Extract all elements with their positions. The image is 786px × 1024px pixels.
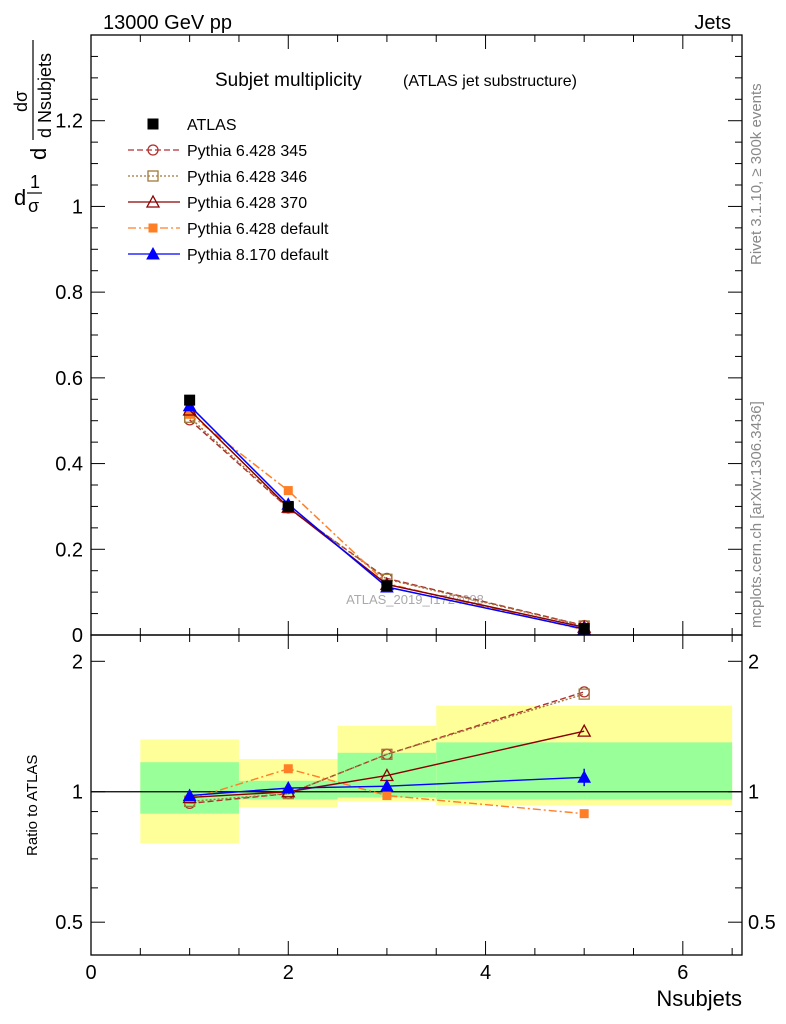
ratio-line-p346	[189, 693, 585, 803]
ratio-point-p8def-3	[577, 770, 592, 783]
main-line-p6def	[189, 413, 585, 631]
chart-title: Subjet multiplicity (ATLAS jet substruct…	[215, 70, 577, 91]
legend-label-p370: Pythia 6.428 370	[187, 195, 307, 212]
ratio-frame	[90, 634, 743, 956]
axes: 0 0.2 0.4 0.6 0.8 1 1.2 0 2 4 6 0.5 0.5 1 1 2 2	[55, 34, 776, 984]
ratio-ytick-label-left: 1	[72, 782, 83, 804]
ratio-series	[182, 686, 592, 819]
main-ylabel: d 1 σ d dσ d Nsubjets	[11, 40, 55, 216]
main-ytick-label: 0.6	[55, 368, 83, 390]
main-ytick-label: 1.2	[55, 111, 83, 133]
category-label: Jets	[694, 12, 731, 34]
ratio-point-p8def-2	[380, 779, 394, 792]
ratio-point-p370-3	[577, 723, 592, 737]
main-ytick-label: 0.8	[55, 282, 83, 304]
ratio-point-p6def-3	[579, 809, 589, 819]
legend-marker-p8def	[146, 246, 160, 260]
ratio-ytick-label-right: 2	[748, 651, 759, 673]
ratio-point-p8def-0	[182, 788, 197, 802]
ratio-line-p6def	[189, 768, 585, 815]
analysis-watermark: ATLAS_2019_I1724098	[346, 592, 484, 607]
ratio-line-p345	[189, 691, 585, 805]
band-inner-0	[140, 762, 239, 814]
main-ytick-label: 1	[72, 196, 83, 218]
ratio-ylabel: Ratio to ATLAS	[24, 755, 41, 856]
ylabel-frac-den: σ	[28, 196, 39, 216]
title-main: Subjet multiplicity	[215, 70, 362, 91]
legend-label-p346: Pythia 6.428 346	[187, 169, 307, 186]
legend-label-atlas: ATLAS	[187, 117, 237, 134]
ratio-ytick-label-right: 1	[748, 782, 759, 804]
ylabel-dsig: dσ	[11, 91, 31, 112]
main-line-p8def	[189, 405, 585, 630]
main-point-atlas-0	[184, 394, 196, 406]
ratio-point-p346-2	[381, 748, 393, 760]
main-point-atlas-1	[282, 500, 294, 512]
title-sub: (ATLAS jet substructure)	[403, 73, 577, 90]
ratio-ytick-label-right: 0.5	[748, 912, 776, 934]
ratio-point-p345-3	[578, 686, 590, 698]
legend-label-p6def: Pythia 6.428 default	[187, 221, 329, 238]
legend-label-p8def: Pythia 8.170 default	[187, 247, 329, 264]
legend-marker-atlas	[147, 118, 159, 130]
main-ytick-label: 0	[72, 625, 83, 647]
xtick-label: 6	[677, 962, 688, 984]
ylabel-dvar: d Nsubjets	[35, 53, 55, 138]
legend-marker-p6def	[148, 223, 158, 233]
ratio-point-p6def-1	[283, 764, 293, 774]
ratio-line-p370	[189, 730, 585, 799]
main-point-p6def-1	[283, 486, 293, 496]
energy-label: 13000 GeV pp	[103, 12, 232, 34]
legend-marker-p345	[147, 144, 159, 156]
ylabel-d1: d	[14, 185, 26, 210]
ratio-ytick-label-left: 2	[72, 651, 83, 673]
ylabel-frac-num: 1	[30, 172, 40, 192]
mcplots-label: mcplots.cern.ch [arXiv:1306.3436]	[748, 401, 765, 628]
xtick-label: 4	[480, 962, 491, 984]
ratio-point-p346-3	[578, 688, 590, 700]
ratio-ytick-label-left: 0.5	[55, 912, 83, 934]
legend-marker-p370	[145, 194, 161, 208]
ratio-bands	[140, 705, 733, 844]
main-ytick-label: 0.2	[55, 539, 83, 561]
ratio-point-p8def-1	[281, 780, 296, 794]
main-point-p6def-0	[185, 409, 195, 419]
main-series	[182, 394, 592, 635]
xtick-label: 0	[85, 962, 96, 984]
ratio-line-p8def	[189, 776, 585, 797]
ylabel-d2: d	[26, 148, 51, 160]
main-line-p346	[189, 416, 585, 627]
main-point-atlas-2	[381, 580, 393, 592]
legend-marker-p346	[147, 170, 159, 182]
main-ytick-label: 0.4	[55, 454, 83, 476]
ratio-point-p6def-2	[382, 791, 392, 801]
rivet-label: Rivet 3.1.10, ≥ 300k events	[748, 83, 765, 265]
legend: ATLAS Pythia 6.428 345 Pythia 6.428 346 Pyt…	[128, 117, 329, 264]
legend-label-p345: Pythia 6.428 345	[187, 143, 307, 160]
xtick-label: 2	[283, 962, 294, 984]
xlabel: Nsubjets	[656, 986, 742, 1011]
